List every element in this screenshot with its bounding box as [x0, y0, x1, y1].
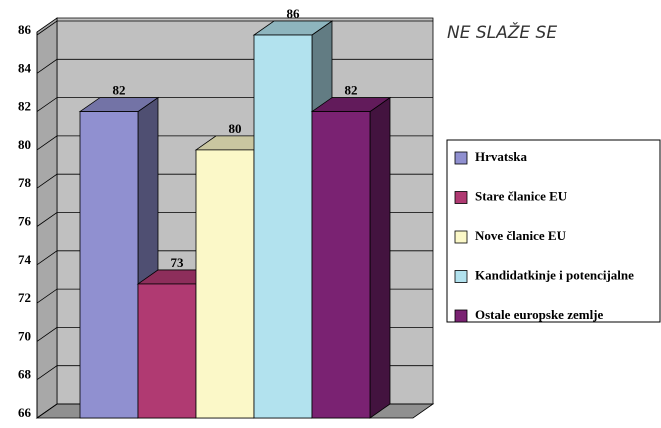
value-label: 82 — [113, 83, 126, 98]
side-wall — [36, 17, 58, 419]
legend-swatch — [454, 191, 468, 204]
y-tick-label: 68 — [18, 367, 32, 382]
legend-swatch — [454, 151, 468, 165]
y-tick-label: 84 — [18, 60, 32, 75]
bar — [311, 111, 371, 419]
y-tick-label: 82 — [18, 99, 31, 114]
y-tick-label: 66 — [18, 405, 32, 420]
value-label: 82 — [345, 83, 358, 98]
chart-title: NE SLAŽE SE — [447, 21, 557, 43]
y-tick-label: 86 — [18, 22, 32, 37]
legend-label: Ostale europske zemlje — [475, 307, 604, 322]
legend-swatch — [454, 309, 468, 323]
y-tick-label: 78 — [18, 175, 32, 190]
value-label: 80 — [229, 121, 242, 136]
bar — [253, 34, 313, 419]
legend-swatch — [454, 230, 468, 244]
bar — [137, 283, 197, 419]
legend-label: Nove članice EU — [475, 228, 567, 243]
value-label: 86 — [287, 6, 301, 21]
bar-side — [369, 96, 391, 419]
bar — [79, 111, 139, 419]
legend-label: Hrvatska — [475, 149, 528, 164]
legend-label: Stare članice EU — [475, 188, 568, 203]
y-tick-label: 70 — [18, 328, 31, 343]
legend-swatch — [454, 270, 468, 283]
y-tick-label: 74 — [18, 252, 32, 267]
y-tick-label: 76 — [18, 213, 32, 228]
legend-box — [446, 139, 661, 323]
y-tick-label: 80 — [18, 137, 31, 152]
legend-label: Kandidatkinje i potencijalne — [475, 267, 634, 282]
y-tick-label: 72 — [18, 290, 31, 305]
bar — [195, 149, 255, 419]
value-label: 73 — [171, 255, 185, 270]
